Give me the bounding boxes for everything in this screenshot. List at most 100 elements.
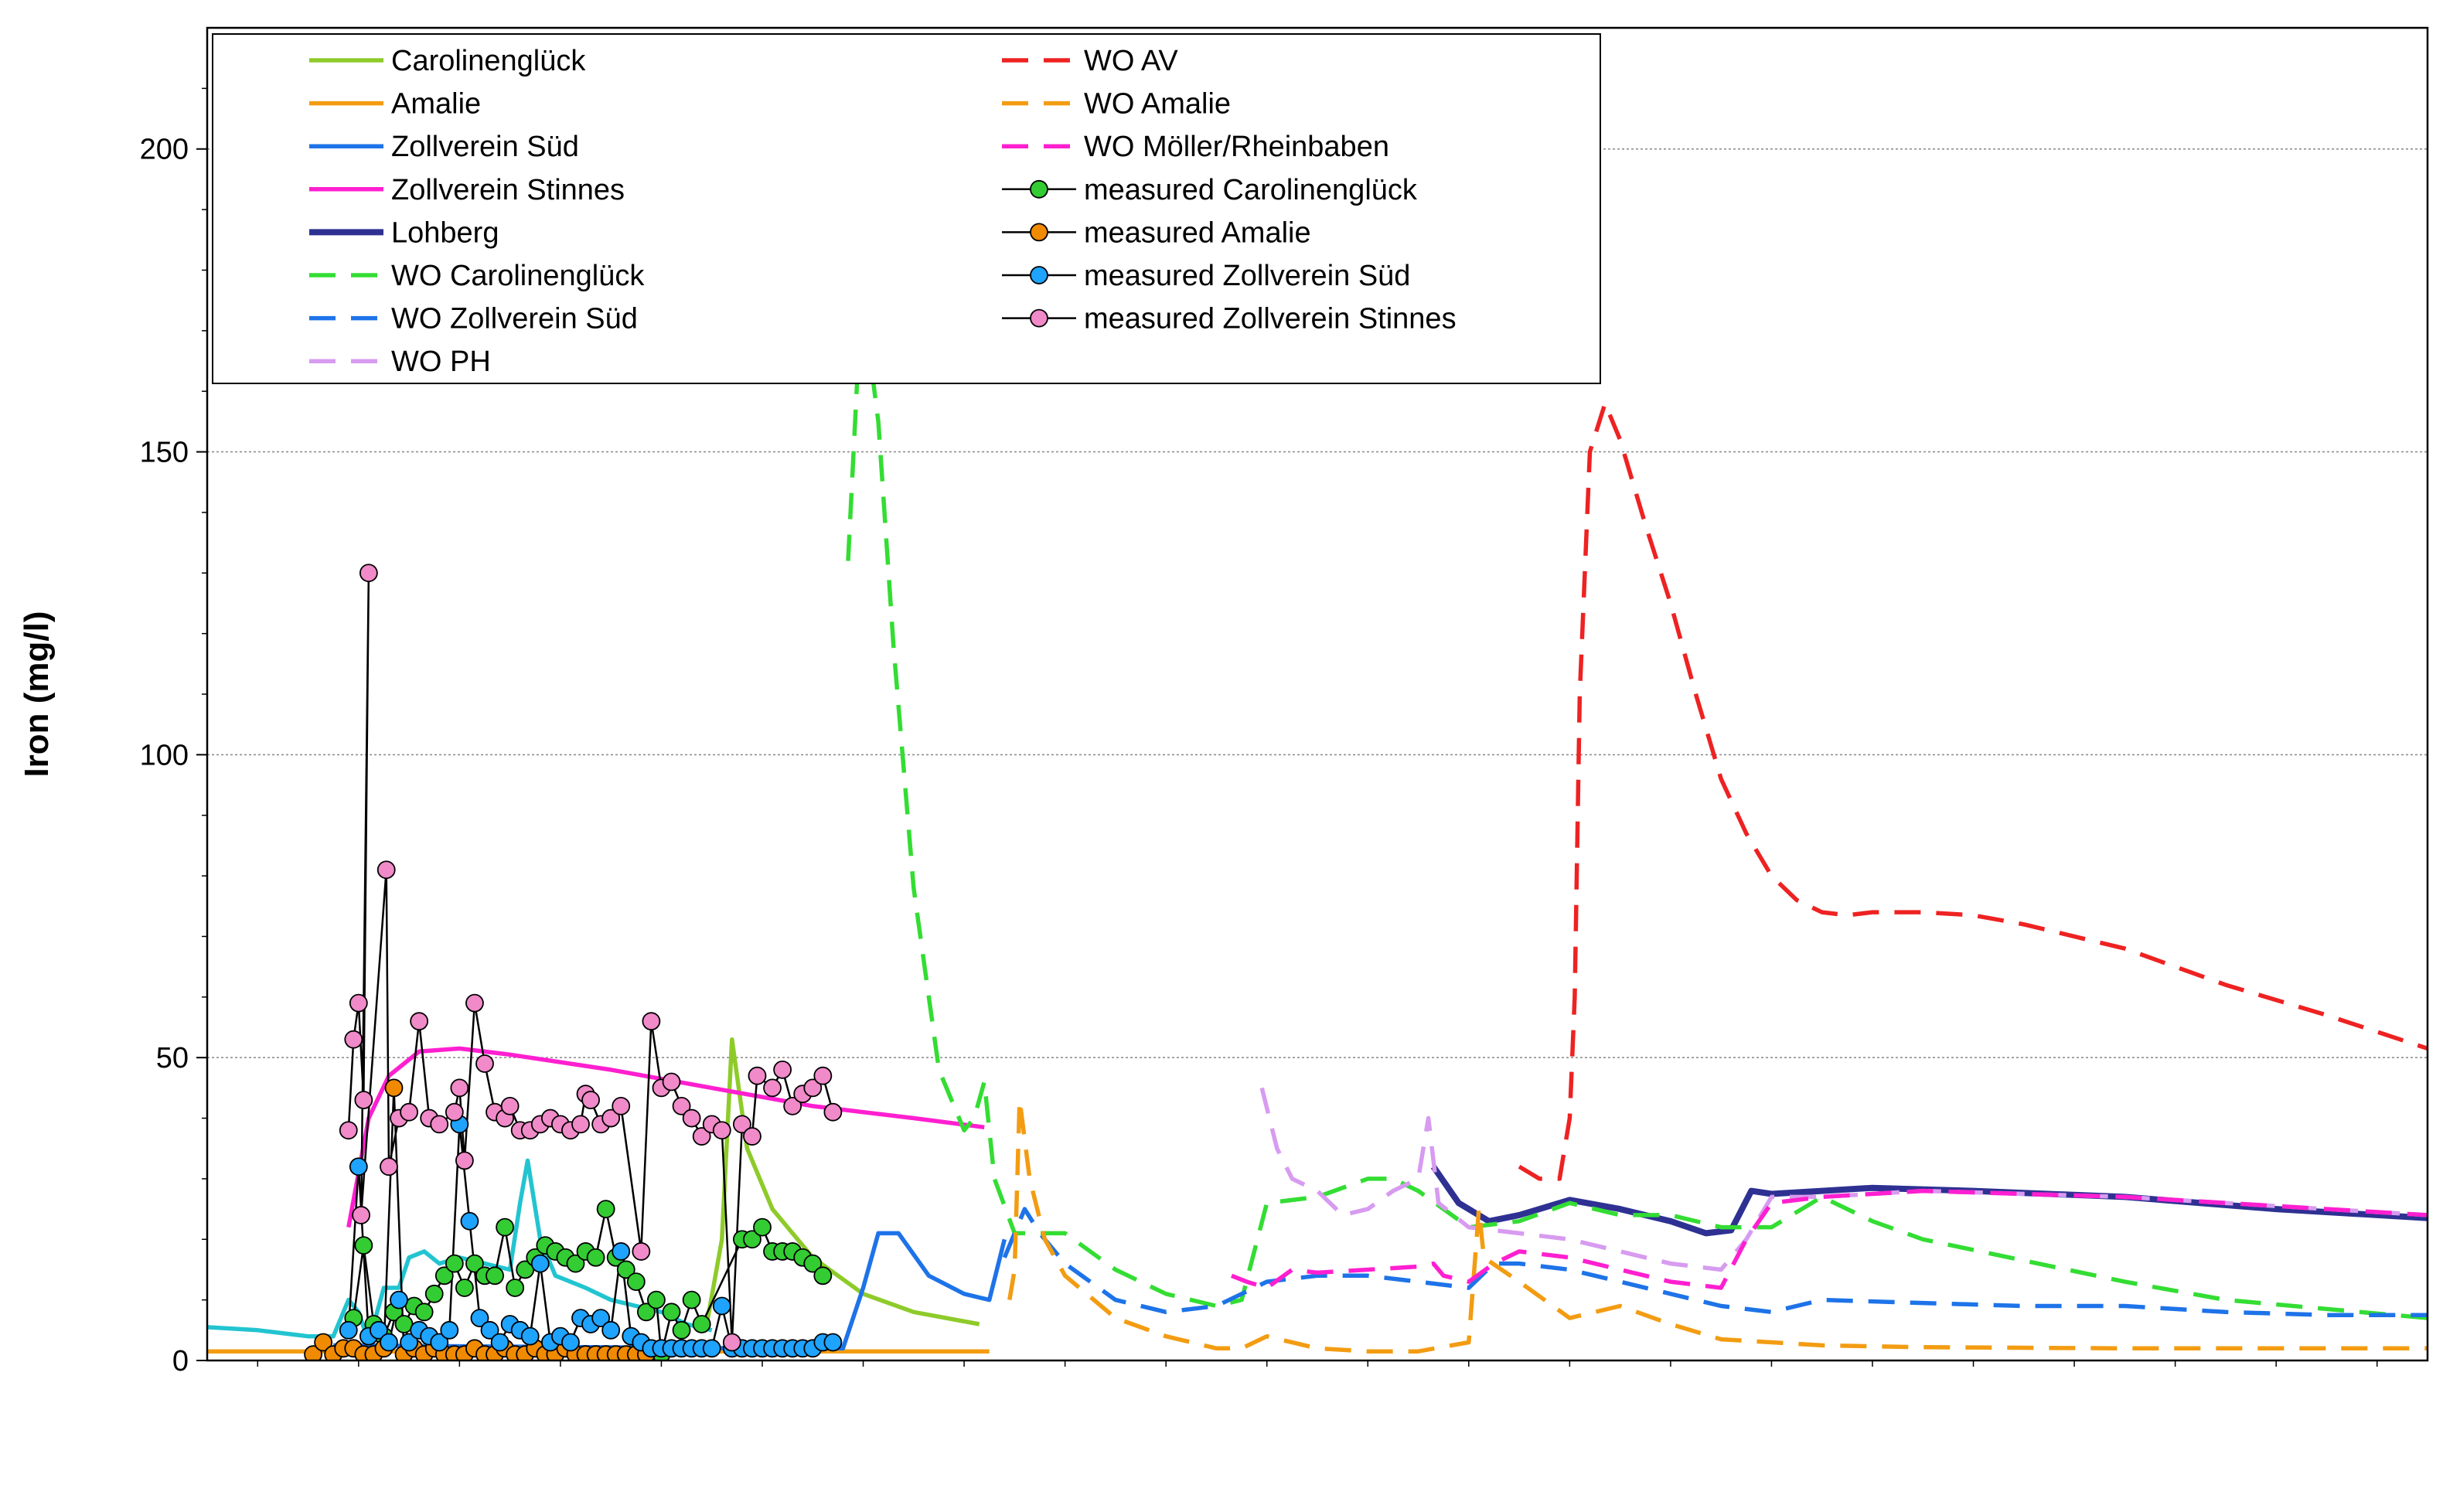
legend-entry: WO Möller/Rheinbaben [1002, 131, 1389, 163]
data-point [445, 1102, 464, 1122]
data-point [612, 1096, 631, 1115]
legend-label: Amalie [391, 88, 481, 121]
data-point [470, 1309, 489, 1328]
data-point [743, 1127, 762, 1146]
legend-entry: WO Zollverein Süd [309, 303, 638, 335]
legend-label: WO Möller/Rheinbaben [1084, 131, 1389, 163]
data-point [400, 1333, 418, 1352]
legend-label: WO AV [1084, 45, 1178, 77]
data-point [465, 993, 484, 1013]
series-line [1259, 1087, 2428, 1272]
data-point [823, 1102, 843, 1122]
data-point [672, 1320, 691, 1340]
data-point [376, 860, 396, 880]
legend-entry: measured Zollverein Stinnes [1002, 303, 1457, 335]
data-point [561, 1333, 580, 1352]
legend-entry: Amalie [309, 88, 481, 121]
legend-entry: WO PH [309, 346, 491, 378]
data-point [616, 1260, 635, 1279]
data-point [712, 1121, 731, 1140]
data-point [586, 1248, 605, 1267]
data-point [314, 1333, 333, 1352]
data-point [601, 1108, 621, 1128]
data-point [636, 1303, 656, 1322]
data-point [753, 1217, 772, 1237]
legend-label: WO Carolinenglück [391, 260, 645, 292]
data-point [339, 1121, 358, 1140]
data-point [692, 1127, 711, 1146]
data-point [424, 1284, 444, 1303]
legend-label: Zollverein Süd [391, 131, 579, 163]
data-point [475, 1054, 494, 1073]
legend-entry: WO Amalie [1002, 88, 1231, 121]
legend-entry: WO AV [1002, 45, 1178, 77]
data-point [410, 1012, 429, 1031]
data-point [455, 1151, 474, 1170]
series-layer [207, 340, 2428, 1360]
legend-label: measured Zollverein Stinnes [1084, 303, 1457, 335]
legend-swatch-marker [1030, 223, 1048, 242]
series-line [704, 1037, 980, 1326]
legend-label: measured Amalie [1084, 216, 1311, 249]
data-point [496, 1217, 515, 1237]
data-point [390, 1290, 408, 1309]
data-point [460, 1211, 479, 1231]
data-point [359, 564, 378, 583]
data-point [642, 1012, 661, 1031]
data-point [486, 1266, 504, 1286]
data-point [490, 1333, 509, 1352]
data-point [344, 1030, 363, 1049]
data-point [434, 1266, 454, 1286]
data-point [440, 1320, 459, 1340]
data-point [783, 1096, 802, 1115]
data-point [581, 1091, 600, 1109]
legend-label: Carolinenglück [391, 45, 586, 77]
legend-entry: Zollverein Stinnes [309, 174, 625, 206]
series-line [346, 1046, 985, 1228]
data-point [672, 1096, 691, 1115]
data-point [370, 1320, 388, 1340]
data-point [773, 1060, 792, 1079]
data-point [763, 1078, 782, 1098]
data-point [803, 1254, 823, 1273]
data-point [803, 1078, 823, 1098]
data-point [520, 1326, 540, 1346]
data-point [339, 1320, 358, 1340]
data-point [722, 1333, 741, 1352]
legend-label: Lohberg [391, 216, 499, 249]
data-point [304, 1345, 322, 1360]
legend-entry: measured Carolinenglück [1002, 174, 1418, 206]
data-point [352, 1206, 370, 1224]
data-point [571, 1115, 590, 1134]
data-point [591, 1309, 611, 1328]
data-point [626, 1272, 646, 1292]
data-point [506, 1279, 525, 1297]
data-point [530, 1254, 550, 1273]
data-point [647, 1290, 666, 1309]
legend-label: measured Carolinenglück [1084, 174, 1418, 206]
data-point [500, 1096, 520, 1115]
data-point [601, 1320, 621, 1340]
axes: Jan. 06Jan. 08Jan. 10Jan. 12Jan. 14Jan. … [140, 87, 2378, 1377]
legend-label: WO Amalie [1084, 88, 1231, 121]
legend-swatch-marker [1030, 308, 1048, 328]
data-point [430, 1115, 449, 1134]
data-point [455, 1279, 474, 1297]
data-point [354, 1091, 373, 1109]
data-point [380, 1157, 398, 1177]
data-point [445, 1254, 464, 1273]
data-point [702, 1339, 721, 1358]
series-line [1430, 1164, 2428, 1237]
data-point [450, 1078, 469, 1098]
data-point [813, 1266, 833, 1286]
legend-entry: measured Amalie [1002, 216, 1311, 249]
data-point [566, 1254, 585, 1273]
data-point [692, 1315, 711, 1333]
data-point [380, 1333, 398, 1352]
y-tick-label: 150 [140, 437, 189, 469]
y-axis-title: Iron (mg/l) [18, 611, 56, 777]
legend-swatch-marker [1030, 266, 1048, 284]
data-point [384, 1078, 404, 1098]
legend-entry: Carolinenglück [309, 45, 586, 77]
data-point [712, 1296, 731, 1316]
